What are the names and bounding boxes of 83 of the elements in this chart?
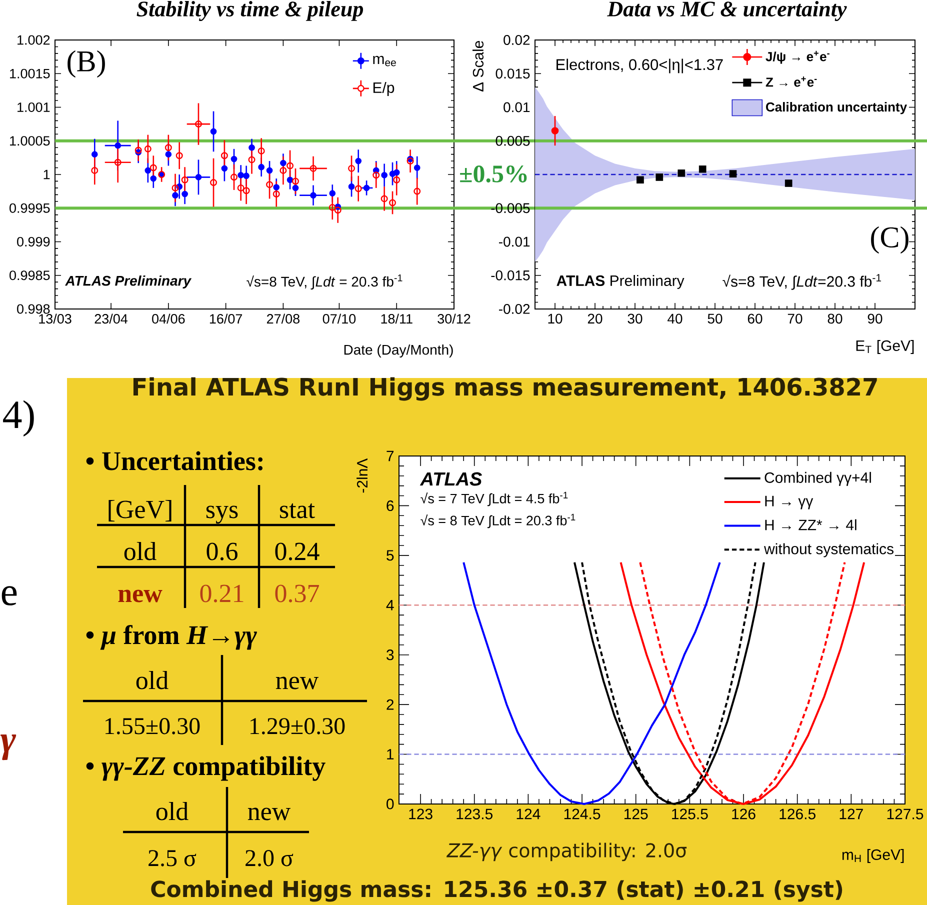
legend-label: Combined γγ+4l bbox=[764, 472, 871, 486]
y-tick-label: 0.9985 bbox=[10, 270, 50, 280]
legend-label: J/ψ → e$^{+}$e$^{-}$ bbox=[766, 50, 830, 64]
y-tick-label: 0.9995 bbox=[10, 203, 50, 213]
legend-label: Calibration uncertainty bbox=[766, 102, 907, 114]
text: ±0.5% bbox=[460, 166, 527, 182]
y-tick-label: 4 bbox=[386, 600, 394, 610]
x-tick-label: 10 bbox=[548, 314, 562, 324]
annotation: ATLAS Preliminary bbox=[556, 274, 684, 289]
text: sys bbox=[206, 506, 238, 524]
text: [GeV] bbox=[108, 500, 172, 522]
chart-title: Final ATLAS RunI Higgs mass measurement, 1406.3827 bbox=[133, 377, 877, 401]
text: • μ from H→γγ bbox=[86, 624, 257, 650]
x-tick-label: 70 bbox=[788, 314, 802, 324]
annotation: Electrons, 0.60<|η|<1.37 bbox=[556, 58, 723, 74]
text: 0.24 bbox=[275, 542, 320, 560]
text: γ bbox=[0, 734, 16, 760]
x-tick-label: 50 bbox=[708, 314, 722, 324]
text: old bbox=[136, 670, 168, 690]
annotation: √s=8 TeV, ∫Ldt=20.3 fb$^{-1}$ bbox=[722, 274, 882, 290]
x-tick-label: 125.5 bbox=[672, 808, 708, 820]
y-tick-label: -0.01 bbox=[499, 236, 530, 247]
legend-label: H → ZZ* → 4l bbox=[765, 519, 856, 530]
y-tick-label: -0.015 bbox=[491, 270, 530, 280]
y-tick-label: 1 bbox=[387, 749, 394, 760]
x-tick-label: 30 bbox=[628, 314, 642, 324]
text: • γγ-ZZ compatibility bbox=[86, 756, 326, 781]
x-tick-label: 123.5 bbox=[456, 808, 492, 820]
text: 1.29±0.30 bbox=[250, 718, 345, 734]
x-tick-label: 127.5 bbox=[887, 808, 924, 820]
annotation: (C) bbox=[871, 226, 908, 254]
x-tick-label: 40 bbox=[668, 314, 682, 324]
x-axis-title: m$_{H}$ [GeV] bbox=[842, 848, 904, 863]
annotation: ATLAS bbox=[420, 472, 482, 486]
y-tick-label: 1.0005 bbox=[10, 136, 50, 146]
chart-title: Data vs MC & uncertainty bbox=[607, 0, 847, 21]
x-axis-title: E$_{T}$ [GeV] bbox=[856, 340, 914, 354]
text: Combined Higgs mass: 125.36 ±0.37 (stat) ±0.21 (syst) bbox=[151, 880, 842, 902]
y-axis-title: -2lnΛ bbox=[356, 458, 368, 493]
x-tick-label: 80 bbox=[828, 314, 842, 324]
x-tick-label: 123 bbox=[409, 808, 432, 820]
text: new bbox=[276, 676, 319, 690]
x-tick-label: 125 bbox=[624, 808, 648, 820]
text: ZZ-γγ compatibility: 2.0σ bbox=[446, 842, 687, 862]
text: new bbox=[118, 590, 162, 602]
text: 1.55±0.30 bbox=[106, 718, 200, 734]
legend-label: without systematics bbox=[764, 543, 894, 558]
text: 2.0 σ bbox=[246, 850, 294, 866]
text: • Uncertainties: bbox=[86, 451, 263, 470]
y-axis-title: Δ Scale bbox=[472, 40, 484, 92]
x-tick-label: 124.5 bbox=[564, 808, 600, 820]
x-tick-label: 126 bbox=[732, 808, 756, 820]
y-tick-label: 0.01 bbox=[504, 102, 530, 112]
y-tick-label: 0.02 bbox=[504, 35, 530, 45]
legend-label: H → γγ bbox=[765, 496, 814, 510]
y-tick-label: 0 bbox=[386, 798, 394, 810]
text: new bbox=[248, 808, 291, 820]
y-tick-label: 2 bbox=[386, 699, 394, 710]
x-tick-label: 60 bbox=[748, 314, 762, 324]
text: 0.21 bbox=[200, 584, 244, 602]
annotation: √s = 7 TeV ∫Ldt = 4.5 fb$^{-1}$ bbox=[420, 492, 568, 506]
x-tick-label: 127 bbox=[840, 808, 863, 820]
y-tick-label: 3 bbox=[386, 650, 394, 660]
x-tick-label: 20 bbox=[588, 314, 602, 324]
text: 0.6 bbox=[206, 542, 238, 560]
x-tick-label: 90 bbox=[868, 314, 882, 324]
y-tick-label: 7 bbox=[386, 450, 394, 462]
annotation: √s = 8 TeV ∫Ldt = 20.3 fb$^{-1}$ bbox=[420, 514, 576, 528]
text: old bbox=[124, 542, 156, 560]
x-tick-label: 124 bbox=[516, 808, 540, 820]
text: e bbox=[2, 586, 17, 606]
y-tick-label: 6 bbox=[386, 500, 394, 512]
text: old bbox=[156, 802, 188, 820]
text: 4) bbox=[3, 400, 34, 436]
y-tick-label: 1.0015 bbox=[10, 68, 50, 78]
y-tick-label: 0.015 bbox=[496, 68, 530, 79]
text: 0.37 bbox=[275, 584, 320, 602]
text: 2.5 σ bbox=[148, 850, 196, 866]
legend-label: Z → e$^{+}$e$^{-}$ bbox=[766, 76, 817, 87]
text: stat bbox=[280, 503, 315, 518]
y-tick-label: 5 bbox=[386, 550, 394, 561]
y-tick-label: -0.02 bbox=[499, 304, 530, 314]
x-tick-label: 126.5 bbox=[780, 808, 816, 820]
